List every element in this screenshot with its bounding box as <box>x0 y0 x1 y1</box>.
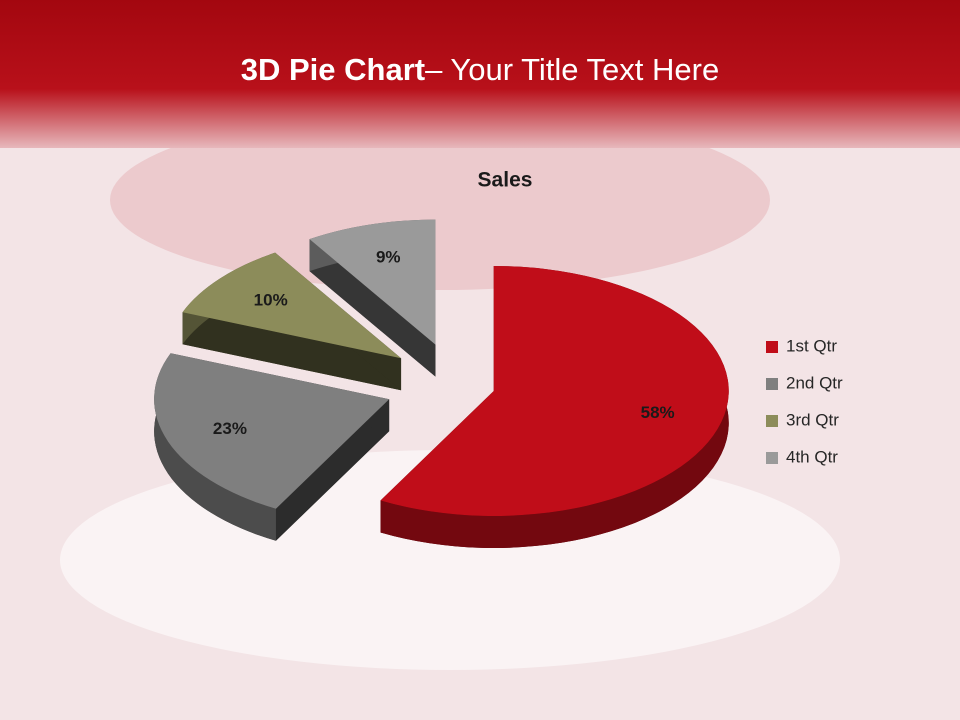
header <box>0 0 960 148</box>
slice <box>182 252 402 359</box>
bowl <box>110 110 770 290</box>
legend-swatch <box>766 415 778 427</box>
slice <box>154 353 390 509</box>
slice-side <box>182 312 402 391</box>
slide-title: 3D Pie Chart– Your Title Text Here <box>241 52 719 87</box>
legend-label: 2nd Qtr <box>786 373 843 392</box>
legend-label: 1st Qtr <box>786 336 837 355</box>
chart-title: Sales <box>478 169 533 192</box>
legend-swatch <box>766 452 778 464</box>
slice-side <box>275 399 390 541</box>
legend-swatch <box>766 341 778 353</box>
slice <box>309 219 436 345</box>
legend-label: 4th Qtr <box>786 447 838 466</box>
title-rest: – Your Title Text Here <box>425 52 719 87</box>
legend-swatch <box>766 378 778 390</box>
data-label: 10% <box>254 290 288 309</box>
legend: 1st Qtr 2nd Qtr 3rd Qtr 4th Qtr <box>766 336 843 466</box>
slice-side <box>309 239 436 377</box>
title-bold: 3D Pie Chart <box>241 52 425 87</box>
data-label: 23% <box>213 419 247 438</box>
data-label: 9% <box>376 248 401 267</box>
legend-label: 3rd Qtr <box>786 410 839 429</box>
slice <box>380 265 729 516</box>
slice-wall <box>380 265 729 548</box>
data-label: 58% <box>641 403 675 422</box>
pie: 58% 23% 10% 9% <box>154 219 729 548</box>
